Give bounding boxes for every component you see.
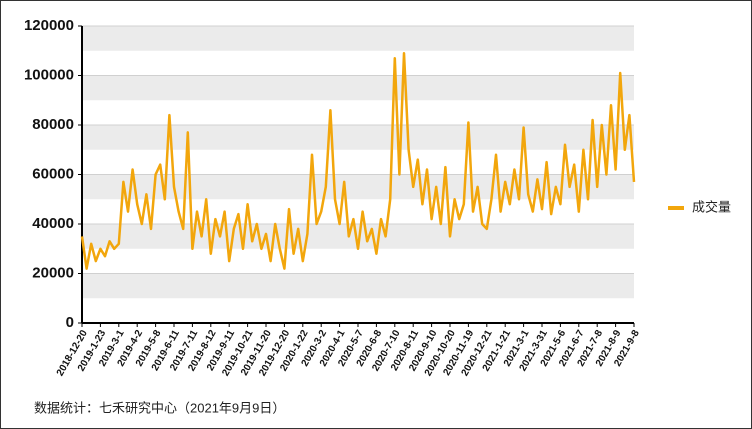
legend-label: 成交量 — [692, 199, 731, 214]
y-tick-label: 60000 — [32, 165, 74, 182]
band — [82, 125, 634, 150]
y-tick-label: 0 — [66, 314, 74, 331]
y-tick-label: 120000 — [24, 17, 74, 34]
series-line — [80, 51, 636, 270]
y-tick-label: 100000 — [24, 66, 74, 83]
band — [82, 273, 634, 299]
y-tick-label: 40000 — [32, 215, 74, 232]
bands — [82, 26, 634, 299]
y-tick-label: 20000 — [32, 264, 74, 281]
band — [82, 26, 634, 51]
band — [82, 75, 634, 101]
y-tick-label: 80000 — [32, 116, 74, 133]
source-note: 数据统计：七禾研究中心（2021年9月9日） — [34, 400, 285, 415]
